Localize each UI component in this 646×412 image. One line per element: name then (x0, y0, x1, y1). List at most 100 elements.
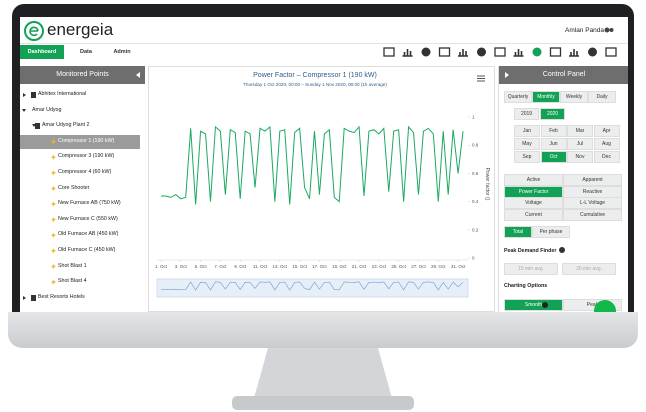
toolbar-icon[interactable] (421, 47, 431, 57)
tree-item[interactable]: Old Furnace AB (450 kW) (58, 231, 119, 238)
section-title: Charting Options (504, 283, 548, 289)
chat-button[interactable] (594, 300, 616, 312)
tree-item[interactable]: Compressor 1 (190 kW) (58, 137, 115, 144)
tree-icon (51, 279, 56, 286)
period-tab[interactable]: Weekly (560, 91, 588, 103)
expand-arrow[interactable] (505, 72, 509, 78)
y-tick-label: 0 (472, 256, 475, 261)
tree-item[interactable]: Compressor 3 (190 kW) (58, 153, 115, 160)
y-tick-label: 0.4 (472, 199, 479, 204)
period-tab[interactable]: Monthly (532, 91, 560, 103)
toolbar-icon[interactable] (438, 47, 451, 57)
year-button[interactable]: 2020 (540, 108, 565, 120)
icon-shape (383, 47, 395, 57)
toolbar-icon[interactable] (513, 49, 524, 57)
toolbar-icon[interactable] (383, 47, 395, 57)
tree-item[interactable]: Abhitex International (38, 91, 87, 97)
tree-icon (51, 154, 56, 161)
x-tick-label: 21. Oct (352, 264, 367, 269)
tree-item[interactable]: Amar Udyog (32, 106, 62, 113)
measure-button[interactable]: Reactive (563, 185, 622, 198)
month-button[interactable]: Apr (593, 125, 620, 137)
charting-button[interactable]: Smooth (504, 299, 563, 311)
month-button[interactable]: Jun (540, 138, 567, 150)
icon-shape (458, 49, 468, 57)
tree-caret[interactable] (22, 108, 26, 112)
x-tick-label: 23. Oct (372, 264, 387, 269)
tree-icon (31, 92, 36, 98)
measure-button[interactable]: Active (504, 174, 563, 186)
toolbar-icon[interactable] (605, 47, 617, 57)
tree-item[interactable]: Shot Blast 1 (58, 262, 87, 269)
tree-item[interactable]: New Furnace C (550 kW) (58, 215, 118, 222)
measure-button[interactable]: L-L Voltage (563, 197, 622, 209)
nav-tab[interactable]: Data (80, 49, 92, 55)
month-button[interactable]: Jan (514, 125, 540, 137)
toolbar-icon[interactable] (494, 47, 506, 57)
tree-item[interactable]: Shot Blast 4 (58, 278, 87, 285)
peak-option[interactable]: 15 min avg. (504, 263, 558, 275)
tree-item[interactable]: Compressor 4 (60 kW) (58, 169, 112, 175)
measure-button[interactable]: Voltage (504, 197, 563, 209)
measure-button[interactable]: Apparent (563, 174, 622, 186)
chart-subtitle: Thursday 1 Oct 2020, 00:00 – Sunday 1 No… (243, 82, 387, 87)
tree-item[interactable]: Core Shooter (58, 184, 90, 191)
toolbar-icon[interactable] (549, 47, 562, 57)
phase-button[interactable]: Total (504, 226, 532, 238)
month-button[interactable]: May (514, 138, 540, 150)
nav-tab[interactable]: Admin (113, 49, 131, 55)
tree-icon (31, 294, 36, 301)
chart-panel (148, 66, 495, 312)
nav-tab[interactable]: Dashboard (20, 45, 64, 59)
icon-shape (494, 47, 506, 57)
tree-item[interactable]: New Furnace AB (750 kW) (58, 200, 121, 207)
tree-caret[interactable] (32, 124, 36, 128)
nav-bar: Dashboard Data Admin (20, 44, 628, 61)
tree-item[interactable]: Old Furnace C (450 kW) (58, 247, 116, 253)
toolbar-icon[interactable] (477, 47, 486, 57)
toolbar-icon[interactable] (402, 49, 413, 57)
period-tab[interactable]: Daily (588, 91, 616, 103)
measure-button[interactable]: Cumulative (563, 208, 622, 221)
toolbar-icons (383, 47, 617, 57)
month-button[interactable]: Aug (593, 138, 620, 150)
tree-item[interactable]: Best Resorts Hotels (38, 293, 85, 300)
divider (20, 43, 628, 44)
toolbar-icon[interactable] (458, 49, 468, 57)
month-button[interactable]: Sep (514, 151, 540, 163)
collapse-arrow[interactable] (136, 72, 140, 78)
icon-shape (549, 47, 562, 57)
tree-caret[interactable] (23, 93, 26, 97)
measure-button[interactable]: Current (504, 208, 563, 221)
user-icon[interactable] (604, 26, 614, 34)
tree-item[interactable]: Amar Udyog Plant 2 (42, 122, 90, 129)
measure-button[interactable]: Power Factor (504, 185, 563, 198)
navigator-line (160, 281, 464, 291)
phase-button[interactable]: Per phase (532, 226, 570, 238)
month-button[interactable]: Oct (540, 151, 567, 163)
year-button[interactable]: 2019 (514, 108, 539, 120)
month-button[interactable]: Dec (593, 151, 620, 163)
screen: energeia Amlan Panda Dashboard Data Admin … (20, 17, 628, 312)
x-tick-label: 27. Oct (411, 264, 426, 269)
x-tick-label: 3. Oct (175, 264, 188, 269)
icon-shape (438, 47, 451, 57)
tree-caret[interactable] (23, 295, 26, 300)
month-button[interactable]: Nov (567, 151, 593, 163)
peak-option[interactable]: 30 min avg. (562, 263, 616, 275)
month-button[interactable]: Mar (567, 125, 593, 137)
y-tick-label: 0.2 (472, 227, 479, 232)
month-button[interactable]: Jul (567, 138, 593, 150)
toolbar-icon[interactable] (569, 49, 579, 57)
selected-row (20, 134, 140, 149)
month-button[interactable]: Feb (540, 125, 567, 137)
y-tick-label: 1 (472, 115, 475, 120)
toolbar-icon[interactable] (588, 47, 597, 57)
chart-menu[interactable] (477, 75, 485, 82)
tree-icon (51, 138, 56, 145)
toolbar-icon[interactable] (532, 47, 542, 57)
user-name[interactable]: Amlan Panda (565, 27, 605, 34)
tree-icon (51, 248, 56, 254)
period-tab[interactable]: Quarterly (504, 91, 532, 103)
